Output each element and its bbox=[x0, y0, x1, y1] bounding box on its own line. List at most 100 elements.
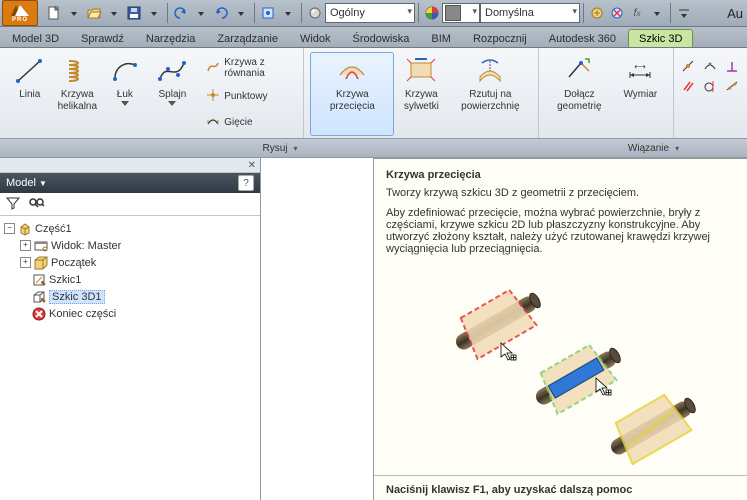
line-icon bbox=[14, 55, 46, 87]
constraint-tangent-icon[interactable] bbox=[702, 78, 718, 94]
part-icon bbox=[18, 222, 32, 236]
constraint-coincident-icon[interactable] bbox=[680, 58, 696, 74]
constraint-perpendicular-icon[interactable] bbox=[724, 58, 740, 74]
bend-button[interactable]: Gięcie bbox=[202, 112, 297, 133]
view-icon bbox=[34, 239, 48, 253]
tab-autodesk-360[interactable]: Autodesk 360 bbox=[539, 30, 626, 47]
tree-item[interactable]: Koniec części bbox=[0, 305, 260, 322]
tab-model-3d[interactable]: Model 3D bbox=[2, 30, 69, 47]
dolacz-button[interactable]: Dołącz geometrię bbox=[545, 52, 613, 136]
fx-icon[interactable]: fx bbox=[628, 3, 646, 23]
material-combo[interactable]: Ogólny bbox=[325, 3, 415, 23]
appearance-name-combo[interactable]: Domyślna bbox=[480, 3, 580, 23]
find-icon[interactable] bbox=[28, 196, 44, 213]
open-dropdown-icon[interactable] bbox=[105, 3, 123, 23]
undo-icon[interactable] bbox=[172, 3, 190, 23]
curve-equation-button[interactable]: Krzywa z równania bbox=[202, 55, 297, 81]
tab-bim[interactable]: BIM bbox=[421, 30, 461, 47]
qat-overflow-icon[interactable] bbox=[675, 3, 693, 23]
help-icon[interactable]: ? bbox=[238, 175, 254, 191]
browser-header: Model ▼ ? bbox=[0, 173, 260, 193]
clear-icon[interactable] bbox=[608, 3, 626, 23]
tooltip-title: Krzywa przecięcia bbox=[386, 169, 735, 181]
krzywa-sylwetki-button[interactable]: Krzywa sylwetki bbox=[394, 52, 448, 136]
canvas-area: Krzywa przecięcia Tworzy krzywą szkicu 3… bbox=[261, 158, 747, 500]
constraint-collinear-icon[interactable] bbox=[724, 78, 740, 94]
ribbon-panel-titles: Rysuj Wiązanie bbox=[0, 139, 747, 158]
tooltip-image bbox=[386, 267, 735, 469]
select-dropdown-icon[interactable] bbox=[279, 3, 297, 23]
krzywa-przeciecia-button[interactable]: Krzywa przecięcia bbox=[310, 52, 394, 136]
filter-icon[interactable] bbox=[6, 196, 20, 213]
tree-item[interactable]: Szkic1 bbox=[0, 271, 260, 288]
intersection-curve-icon bbox=[336, 55, 368, 87]
constraint-smooth-icon[interactable] bbox=[702, 58, 718, 74]
sketch3d-icon bbox=[32, 290, 46, 304]
panel-title-wiazanie[interactable]: Wiązanie bbox=[560, 139, 747, 157]
select-icon[interactable] bbox=[259, 3, 277, 23]
browser-tree: − Część1 +Widok: Master+PoczątekSzkic1Sz… bbox=[0, 216, 260, 500]
ribbon-tabs: Model 3DSprawdźNarzędziaZarządzanieWidok… bbox=[0, 27, 747, 48]
spline-icon bbox=[156, 55, 188, 87]
tree-item[interactable]: Szkic 3D1 bbox=[0, 288, 260, 305]
svg-text:⟷: ⟷ bbox=[635, 62, 647, 71]
save-icon[interactable] bbox=[125, 3, 143, 23]
panel-title-rysuj[interactable]: Rysuj bbox=[0, 139, 560, 157]
wymiar-button[interactable]: ⟷ Wymiar bbox=[613, 52, 667, 136]
tab-narzędzia[interactable]: Narzędzia bbox=[136, 30, 206, 47]
more-dropdown-icon[interactable] bbox=[648, 3, 666, 23]
dimension-icon: ⟷ bbox=[624, 55, 656, 87]
sketch2d-icon bbox=[32, 273, 46, 287]
save-dropdown-icon[interactable] bbox=[145, 3, 163, 23]
linia-button[interactable]: Linia bbox=[6, 52, 54, 136]
point-button[interactable]: Punktowy bbox=[202, 86, 297, 107]
helix-icon bbox=[61, 55, 93, 87]
tab-sprawdź[interactable]: Sprawdź bbox=[71, 30, 134, 47]
tab-zarządzanie[interactable]: Zarządzanie bbox=[207, 30, 288, 47]
ribbon-group-include: Dołącz geometrię ⟷ Wymiar bbox=[539, 48, 674, 138]
tab-rozpocznij[interactable]: Rozpocznij bbox=[463, 30, 537, 47]
arc-icon bbox=[109, 55, 141, 87]
tab-widok[interactable]: Widok bbox=[290, 30, 341, 47]
tooltip-footer: Naciśnij klawisz F1, aby uzyskać dalszą … bbox=[374, 475, 747, 500]
new-dropdown-icon[interactable] bbox=[65, 3, 83, 23]
quick-access-toolbar: PRO Ogólny Domyślna fx Au bbox=[0, 0, 747, 27]
appearance-icon[interactable] bbox=[423, 3, 441, 23]
luk-button[interactable]: Łuk bbox=[101, 52, 149, 136]
rzutuj-button[interactable]: Rzutuj na powierzchnię bbox=[448, 52, 532, 136]
silhouette-curve-icon bbox=[405, 55, 437, 87]
tree-item[interactable]: +Widok: Master bbox=[0, 237, 260, 254]
tree-item[interactable]: +Początek bbox=[0, 254, 260, 271]
ribbon-group-constraints bbox=[674, 48, 747, 138]
redo-dropdown-icon[interactable] bbox=[232, 3, 250, 23]
appearance-combo[interactable] bbox=[442, 3, 480, 23]
tab-środowiska[interactable]: Środowiska bbox=[343, 30, 420, 47]
browser-close-icon[interactable]: ✕ bbox=[248, 160, 256, 171]
browser-toolbar bbox=[0, 193, 260, 216]
ribbon: Linia Krzywa helikalna Łuk Splajn Krzywa… bbox=[0, 48, 747, 139]
constraint-parallel-icon[interactable] bbox=[680, 78, 696, 94]
krzywa-helikalna-button[interactable]: Krzywa helikalna bbox=[54, 52, 102, 136]
end-icon bbox=[32, 307, 46, 321]
material-icon[interactable] bbox=[306, 3, 324, 23]
appearance-name-value: Domyślna bbox=[485, 7, 534, 19]
material-combo-value: Ogólny bbox=[330, 7, 365, 19]
splajn-button[interactable]: Splajn bbox=[149, 52, 197, 136]
model-browser: ✕ Model ▼ ? − Część1 +Widok: Master+Pocz… bbox=[0, 158, 261, 500]
tooltip-card: Krzywa przecięcia Tworzy krzywą szkicu 3… bbox=[373, 158, 747, 500]
adjust-icon[interactable] bbox=[588, 3, 606, 23]
open-icon[interactable] bbox=[85, 3, 103, 23]
app-title: Au bbox=[727, 6, 743, 21]
origin-icon bbox=[34, 256, 48, 270]
tab-szkic-3d[interactable]: Szkic 3D bbox=[628, 29, 693, 47]
app-logo[interactable]: PRO bbox=[2, 0, 38, 26]
bend-icon bbox=[206, 114, 220, 131]
redo-icon[interactable] bbox=[212, 3, 230, 23]
tree-root[interactable]: − Część1 bbox=[0, 220, 260, 237]
project-surface-icon bbox=[474, 55, 506, 87]
ribbon-small-list: Krzywa z równania Punktowy Gięcie bbox=[196, 52, 297, 136]
ribbon-group-project: Krzywa przecięcia Krzywa sylwetki Rzutuj… bbox=[304, 48, 539, 138]
ribbon-group-draw: Linia Krzywa helikalna Łuk Splajn Krzywa… bbox=[0, 48, 304, 138]
new-icon[interactable] bbox=[45, 3, 63, 23]
undo-dropdown-icon[interactable] bbox=[192, 3, 210, 23]
